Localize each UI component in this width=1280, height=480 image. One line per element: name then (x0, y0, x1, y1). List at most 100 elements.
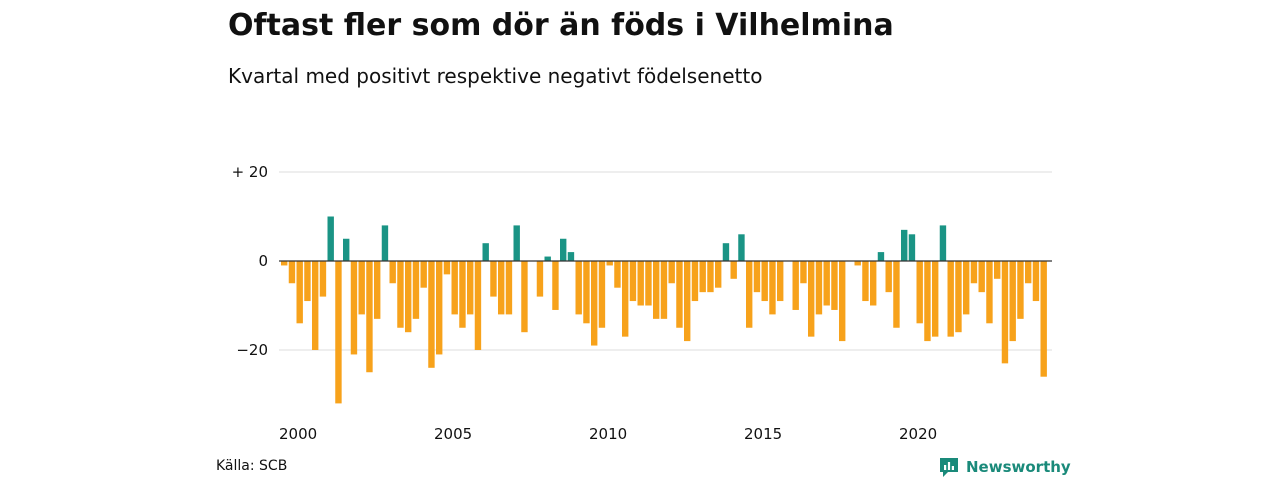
bar (699, 261, 706, 293)
bar (482, 243, 489, 261)
bar (877, 252, 885, 261)
bar (815, 261, 823, 315)
bar (885, 261, 892, 293)
bar (451, 261, 458, 315)
bar (746, 261, 753, 328)
bar (614, 261, 621, 288)
bar (358, 261, 365, 315)
bar (606, 261, 613, 266)
bar (335, 261, 342, 404)
chart-subtitle: Kvartal med positivt respektive negativt… (228, 64, 763, 88)
bar (490, 261, 497, 297)
bar (281, 261, 288, 266)
bar (1040, 261, 1047, 377)
bar (916, 261, 923, 324)
bar (296, 261, 303, 324)
bar (397, 261, 404, 328)
bar (591, 261, 598, 346)
bar (575, 261, 582, 315)
y-tick-label: + 20 (232, 163, 268, 181)
bar (319, 261, 327, 297)
bar (505, 261, 513, 315)
bar (994, 261, 1001, 279)
bar (738, 234, 745, 261)
bar (598, 261, 606, 328)
bar (676, 261, 683, 328)
bar (684, 261, 691, 342)
x-axis-ticks: 2000 2005 2010 2015 2020 (279, 425, 937, 443)
bars (281, 216, 1047, 404)
newsworthy-logo-icon (940, 458, 958, 477)
bar (312, 261, 319, 350)
bar (823, 261, 830, 306)
bar (730, 261, 737, 279)
y-axis-ticks: + 20 0 −20 (232, 163, 268, 359)
bar (521, 261, 528, 333)
bar (443, 261, 451, 275)
bar (498, 261, 505, 315)
bar (955, 261, 962, 333)
bar (327, 216, 334, 261)
bar (808, 261, 815, 337)
bar (939, 225, 947, 261)
bar (963, 261, 970, 315)
source-note: Källa: SCB (216, 458, 288, 474)
bar (660, 261, 668, 319)
bar (870, 261, 877, 306)
bar (970, 261, 978, 284)
bar (567, 252, 575, 261)
bar (893, 261, 900, 328)
bar (1025, 261, 1032, 284)
bar (420, 261, 427, 288)
bar (350, 261, 358, 355)
brand: Newsworthy (938, 456, 1071, 478)
bar (583, 261, 590, 324)
bar (653, 261, 660, 319)
bar (629, 261, 637, 302)
bar (552, 261, 559, 310)
bar (536, 261, 544, 297)
bar (513, 225, 520, 261)
bar (381, 225, 389, 261)
bar (412, 261, 420, 319)
x-tick-label: 2015 (744, 425, 782, 443)
bar (474, 261, 482, 350)
chart-title: Oftast fler som dör än föds i Vilhelmina (228, 8, 894, 43)
x-tick-label: 2020 (899, 425, 937, 443)
bar (978, 261, 985, 293)
bar (467, 261, 474, 315)
bar (374, 261, 381, 319)
bar (645, 261, 652, 306)
x-tick-label: 2000 (279, 425, 317, 443)
bar (544, 256, 551, 261)
bar (1009, 261, 1016, 342)
bar (304, 261, 311, 302)
bar (854, 261, 861, 266)
bar (436, 261, 443, 355)
bar (932, 261, 939, 337)
bar (831, 261, 838, 310)
bar (777, 261, 784, 302)
bar (668, 261, 675, 284)
gridlines (279, 171, 1052, 351)
bar (761, 261, 768, 302)
bar (792, 261, 799, 310)
x-tick-label: 2010 (589, 425, 627, 443)
bar (389, 261, 396, 284)
bar (637, 261, 644, 306)
bar (343, 238, 350, 261)
bar (715, 261, 722, 288)
bar (800, 261, 807, 284)
bar (986, 261, 993, 324)
bar (769, 261, 776, 315)
bar (1017, 261, 1024, 319)
bar (722, 243, 730, 261)
bar (459, 261, 466, 328)
bar (428, 261, 435, 368)
bar (862, 261, 869, 302)
bar (405, 261, 412, 333)
bar (839, 261, 846, 342)
bar (707, 261, 714, 293)
bar (366, 261, 373, 373)
